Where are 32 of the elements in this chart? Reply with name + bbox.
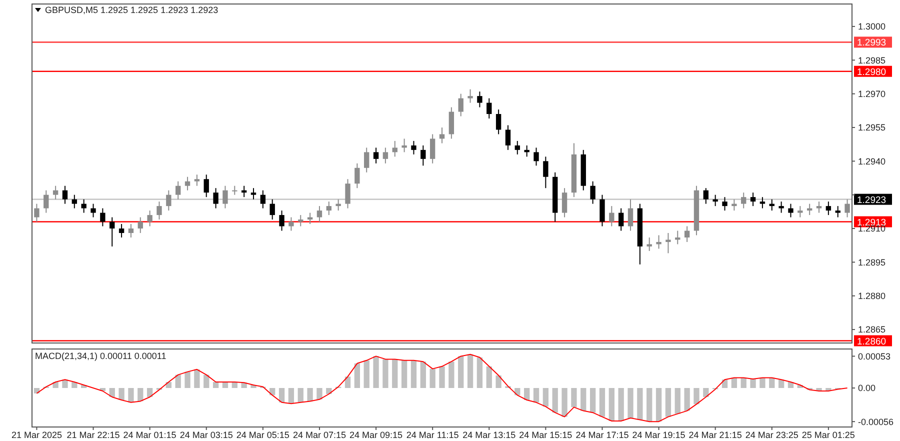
y-tick-label: 0.00053 xyxy=(858,351,891,362)
x-tick-label: 25 Mar 01:25 xyxy=(802,430,855,440)
x-tick-label: 24 Mar 01:15 xyxy=(123,430,176,440)
y-tick-label: 1.2985 xyxy=(858,55,886,66)
x-tick-label: 24 Mar 19:15 xyxy=(632,430,686,440)
x-tick-label: 21 Mar 2025 xyxy=(11,430,62,440)
y-tick-label: 0.00 xyxy=(858,383,876,394)
y-tick-label: -0.00056 xyxy=(858,416,894,427)
x-tick-label: 24 Mar 21:15 xyxy=(688,430,742,440)
x-tick-label: 24 Mar 13:15 xyxy=(462,430,516,440)
x-tick-label: 24 Mar 11:15 xyxy=(406,430,459,440)
x-tick-label: 24 Mar 09:15 xyxy=(350,430,403,440)
y-tick-label: 1.2940 xyxy=(858,156,886,166)
ref-line-label: 1.2923 xyxy=(857,194,886,206)
y-tick-label: 1.2865 xyxy=(858,324,886,335)
x-tick-label: 24 Mar 15:15 xyxy=(519,430,572,440)
ref-line-label: 1.2980 xyxy=(857,66,886,78)
x-tick-label: 21 Mar 22:15 xyxy=(66,430,120,440)
x-tick-label: 24 Mar 17:15 xyxy=(576,430,629,440)
chart-title: GBPUSD,M5 1.2925 1.2925 1.2923 1.2923 xyxy=(45,5,218,15)
y-tick-label: 1.2895 xyxy=(858,257,886,268)
y-tick-label: 1.2970 xyxy=(858,89,886,99)
ref-line-label: 1.2860 xyxy=(857,336,886,348)
y-tick-label: 1.3000 xyxy=(858,22,886,32)
x-tick-label: 24 Mar 07:15 xyxy=(292,430,346,440)
ref-line-label: 1.2993 xyxy=(857,38,886,49)
y-tick-label: 1.2880 xyxy=(858,291,886,302)
x-tick-label: 24 Mar 05:15 xyxy=(236,430,290,440)
y-tick-label: 1.2955 xyxy=(858,122,886,133)
x-tick-label: 24 Mar 03:15 xyxy=(180,430,233,440)
chart-title: MACD(21,34,1) 0.00011 0.00011 xyxy=(35,351,166,361)
x-tick-label: 24 Mar 23:25 xyxy=(745,430,798,440)
